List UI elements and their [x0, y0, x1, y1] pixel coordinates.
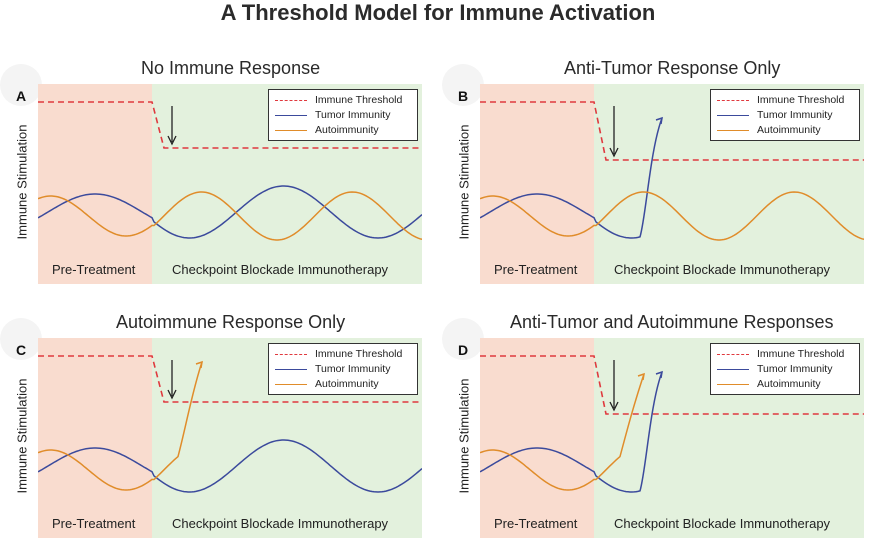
legend-label: Tumor Immunity [757, 363, 833, 375]
legend-swatch [717, 100, 749, 101]
legend-swatch [717, 130, 749, 131]
pre-treatment-zone [480, 84, 594, 284]
tumor-immunity-line [480, 371, 663, 493]
autoimmunity-line [480, 191, 864, 241]
legend-swatch [275, 115, 307, 116]
legend: Immune Threshold Tumor Immunity Autoimmuni… [268, 89, 418, 141]
legend: Immune Threshold Tumor Immunity Autoimmuni… [710, 343, 860, 395]
tumor-immunity-line [38, 439, 422, 493]
checkpoint-label: Checkpoint Blockade Immunotherapy [172, 516, 389, 531]
threshold-drop-arrowhead [609, 401, 619, 412]
threshold-drop-arrowhead [167, 389, 177, 400]
panel-title: Anti-Tumor and Autoimmune Responses [510, 312, 834, 332]
legend-swatch [717, 115, 749, 116]
legend-label: Autoimmunity [757, 378, 821, 390]
y-axis-label: Immune Stimulation [456, 124, 472, 240]
y-axis-label: Immune Stimulation [14, 378, 30, 494]
immune-threshold-line [480, 355, 864, 415]
legend-label: Tumor Immunity [757, 109, 833, 121]
tumor-escape-arrowhead [655, 370, 663, 379]
legend-swatch [717, 354, 749, 355]
autoimmunity-line [480, 373, 645, 491]
pre-treatment-zone [38, 84, 152, 284]
autoimmunity-line [38, 191, 422, 241]
pre-treatment-label: Pre-Treatment [52, 262, 136, 277]
autoimmunity-line [38, 361, 203, 491]
pre-treatment-label: Pre-Treatment [52, 516, 136, 531]
legend-swatch [275, 354, 307, 355]
threshold-drop-arrowhead [167, 135, 177, 146]
panel-title: Anti-Tumor Response Only [564, 58, 781, 78]
autoimmunity-escape-arrowhead [195, 360, 203, 369]
panel-title: Autoimmune Response Only [116, 312, 346, 332]
plot-area: Immune Threshold Tumor Immunity Autoimmuni… [480, 84, 864, 284]
legend-swatch [717, 384, 749, 385]
pre-treatment-zone [480, 338, 594, 538]
pre-treatment-zone [38, 338, 152, 538]
panel-letter: D [442, 318, 484, 360]
panel-letter: A [0, 64, 42, 106]
page-title: A Threshold Model for Immune Activation [220, 0, 656, 25]
tumor-immunity-line [38, 185, 422, 239]
autoimmunity-escape-arrowhead [637, 372, 645, 381]
panel-a: A No Immune Response Immune Stimulation Imm… [0, 44, 430, 299]
pre-treatment-label: Pre-Treatment [494, 516, 578, 531]
legend-label: Tumor Immunity [315, 109, 391, 121]
plot-area: Immune Threshold Tumor Immunity Autoimmuni… [38, 84, 422, 284]
immune-threshold-line [480, 101, 864, 161]
plot-area: Immune Threshold Tumor Immunity Autoimmuni… [38, 338, 422, 538]
panel-title: No Immune Response [141, 58, 321, 78]
plot-area: Immune Threshold Tumor Immunity Autoimmuni… [480, 338, 864, 538]
tumor-immunity-line [480, 117, 663, 239]
panel-c: C Autoimmune Response Only Immune Stimulat… [0, 298, 430, 553]
checkpoint-label: Checkpoint Blockade Immunotherapy [172, 262, 389, 277]
y-axis-label: Immune Stimulation [14, 124, 30, 240]
legend-swatch [717, 369, 749, 370]
checkpoint-label: Checkpoint Blockade Immunotherapy [614, 262, 831, 277]
legend: Immune Threshold Tumor Immunity Autoimmuni… [268, 343, 418, 395]
pre-treatment-label: Pre-Treatment [494, 262, 578, 277]
legend-label: Immune Threshold [757, 94, 845, 106]
panel-b: B Anti-Tumor Response Only Immune Stimulat… [442, 44, 872, 299]
tumor-escape-arrowhead [655, 116, 663, 125]
legend-swatch [275, 369, 307, 370]
immune-threshold-line [38, 355, 422, 403]
legend: Immune Threshold Tumor Immunity Autoimmuni… [710, 89, 860, 141]
legend-label: Immune Threshold [315, 348, 403, 360]
checkpoint-label: Checkpoint Blockade Immunotherapy [614, 516, 831, 531]
legend-label: Tumor Immunity [315, 363, 391, 375]
legend-swatch [275, 384, 307, 385]
panel-d: D Anti-Tumor and Autoimmune Responses Immu… [442, 298, 872, 553]
immune-threshold-line [38, 101, 422, 149]
legend-label: Autoimmunity [315, 378, 379, 390]
panel-letter: C [0, 318, 42, 360]
legend-label: Immune Threshold [315, 94, 403, 106]
y-axis-label: Immune Stimulation [456, 378, 472, 494]
threshold-drop-arrowhead [609, 147, 619, 158]
legend-label: Immune Threshold [757, 348, 845, 360]
legend-label: Autoimmunity [315, 124, 379, 136]
legend-label: Autoimmunity [757, 124, 821, 136]
legend-swatch [275, 100, 307, 101]
panel-letter: B [442, 64, 484, 106]
legend-swatch [275, 130, 307, 131]
